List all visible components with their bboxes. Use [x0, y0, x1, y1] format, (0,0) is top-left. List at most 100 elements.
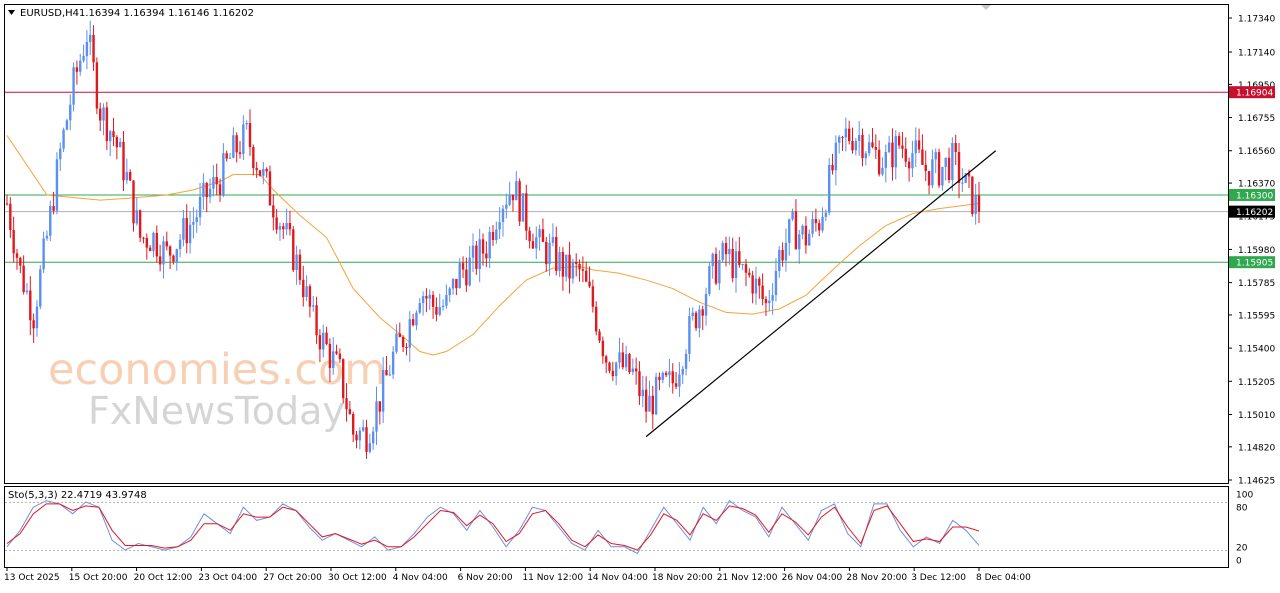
level-tag-label: 1.16300: [1236, 191, 1273, 201]
candle-body: [594, 306, 598, 332]
candle-body: [418, 303, 421, 313]
candle-body: [308, 286, 312, 307]
y-axis-tick-label: 1.14820: [1238, 443, 1275, 453]
candle-body: [608, 362, 611, 371]
candle-body: [498, 222, 501, 230]
price-panel-frame: [4, 4, 1229, 484]
candle-body: [102, 107, 105, 121]
candle-body: [262, 168, 265, 176]
candle-body: [847, 128, 851, 142]
candle-body: [242, 124, 245, 154]
candle-body: [458, 263, 461, 289]
candle-body: [401, 337, 405, 348]
candle-body: [844, 128, 848, 138]
candle-body: [668, 371, 671, 376]
candle-body: [871, 142, 874, 148]
candle-body: [511, 194, 515, 201]
candle-body: [128, 171, 132, 181]
candle-body: [168, 246, 172, 256]
candle-body: [721, 243, 724, 261]
candle-body: [465, 269, 468, 286]
candle-body: [927, 170, 931, 186]
candle-body: [435, 306, 438, 315]
level-tag-label: 1.16202: [1236, 208, 1273, 218]
candle-body: [698, 309, 701, 329]
candle-body: [411, 319, 415, 326]
candle-body: [485, 253, 488, 259]
stochastic-axis-label: 80: [1236, 504, 1248, 514]
candle-body: [628, 354, 631, 373]
candle-body: [208, 188, 212, 198]
candle-body: [92, 34, 95, 63]
candle-body: [914, 140, 917, 154]
candle-body: [428, 294, 431, 299]
candle-body: [821, 216, 824, 231]
stochastic-axis-label: 0: [1236, 557, 1242, 567]
y-axis-tick-label: 1.16560: [1238, 147, 1275, 157]
candle-body: [35, 306, 39, 329]
candle-body: [588, 281, 591, 287]
candle-body: [348, 409, 352, 415]
candle-body: [528, 230, 531, 242]
candle-body: [282, 226, 285, 230]
x-axis-tick-label: 15 Oct 20:00: [69, 573, 128, 583]
candle-body: [734, 251, 738, 279]
candle-body: [79, 60, 82, 72]
candle-body: [631, 368, 635, 373]
candle-body: [788, 219, 791, 243]
candle-body: [824, 212, 828, 217]
candle-body: [351, 414, 355, 435]
candle-body: [158, 256, 162, 265]
candle-body: [195, 217, 198, 223]
candle-body: [545, 241, 548, 265]
candle-body: [967, 173, 971, 177]
candle-body: [388, 374, 392, 376]
candle-body: [901, 145, 904, 149]
candle-body: [728, 248, 731, 255]
x-axis-tick-label: 3 Dec 12:00: [911, 573, 966, 583]
candle-body: [448, 288, 451, 296]
candle-body: [415, 312, 418, 326]
candle-body: [784, 242, 788, 261]
x-axis-tick-label: 4 Nov 04:00: [393, 573, 448, 583]
stochastic-axis-label: 100: [1236, 491, 1253, 501]
candle-body: [701, 309, 704, 316]
x-axis-tick-label: 13 Oct 2025: [4, 573, 60, 583]
candle-body: [857, 134, 861, 142]
candle-body: [118, 141, 122, 148]
candle-body: [265, 168, 268, 172]
candle-body: [551, 237, 555, 243]
candle-body: [648, 395, 651, 412]
candle-body: [445, 295, 448, 306]
candle-body: [851, 141, 854, 151]
candle-body: [238, 152, 242, 154]
candle-body: [52, 206, 55, 211]
candle-body: [395, 333, 398, 352]
candle-body: [378, 401, 382, 412]
candle-body: [205, 183, 208, 198]
candle-body: [471, 245, 475, 258]
candle-body: [684, 353, 688, 369]
candle-body: [964, 173, 967, 183]
candle-body: [162, 241, 165, 265]
symbol-menu-icon[interactable]: [8, 10, 15, 15]
x-axis-tick-label: 20 Oct 12:00: [134, 573, 193, 583]
candle-body: [19, 257, 22, 266]
x-axis-tick-label: 28 Nov 20:00: [846, 573, 907, 583]
level-tag-support: [1229, 188, 1275, 201]
candle-body: [604, 356, 608, 363]
level-tag-label: 1.16904: [1236, 89, 1273, 99]
candle-body: [881, 167, 884, 175]
stochastic-main-line: [6, 499, 980, 555]
candle-body: [272, 205, 275, 218]
candle-body: [711, 253, 714, 267]
candle-body: [864, 153, 868, 159]
candle-body: [531, 241, 535, 249]
y-axis-tick-label: 1.15010: [1238, 411, 1275, 421]
candle-body: [59, 148, 62, 160]
candle-body: [741, 264, 744, 266]
candle-body: [175, 249, 178, 262]
candle-body: [518, 181, 521, 222]
candle-body: [874, 147, 878, 150]
